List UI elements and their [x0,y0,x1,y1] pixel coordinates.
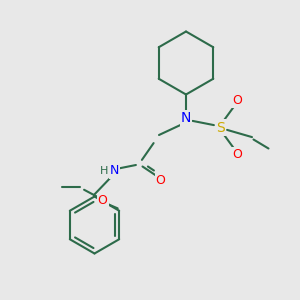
Text: H: H [100,166,108,176]
Text: N: N [181,112,191,125]
Text: O: O [232,148,242,161]
Text: O: O [98,194,108,207]
Text: S: S [216,121,225,134]
Text: O: O [156,173,165,187]
Text: O: O [232,94,242,107]
Text: N: N [110,164,119,178]
